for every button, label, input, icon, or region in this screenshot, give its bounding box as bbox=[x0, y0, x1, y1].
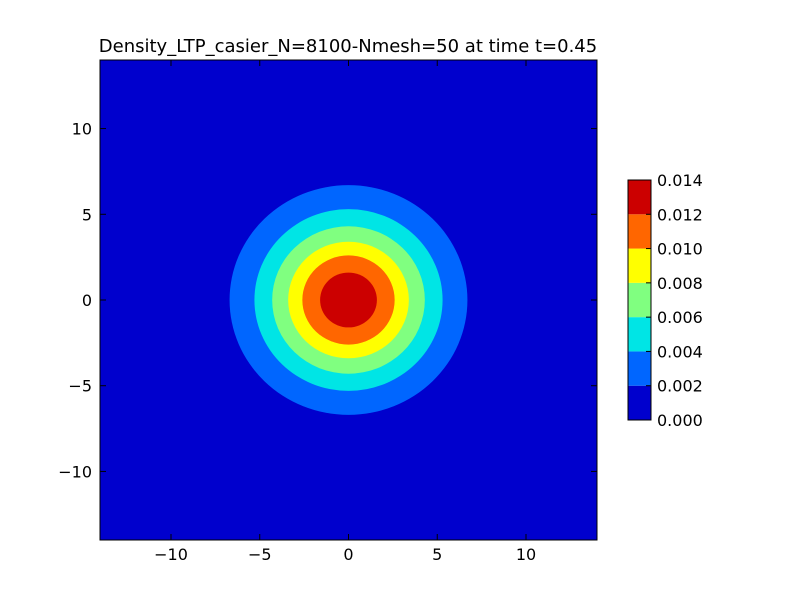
y-tick-label: 0 bbox=[82, 291, 92, 310]
colorbar-segment bbox=[628, 214, 651, 249]
y-tick-label: 10 bbox=[72, 120, 92, 139]
contour-band-6 bbox=[320, 272, 377, 328]
x-tick-label: 10 bbox=[516, 545, 536, 564]
colorbar-segment bbox=[628, 351, 651, 386]
colorbar-segment bbox=[628, 248, 651, 283]
colorbar-segment bbox=[628, 180, 651, 215]
plot-area bbox=[100, 60, 597, 540]
colorbar-tick-label: 0.014 bbox=[657, 171, 703, 190]
chart-title: Density_LTP_casier_N=8100-Nmesh=50 at ti… bbox=[99, 36, 597, 57]
y-axis: 10 5 0 −5 −10 bbox=[58, 120, 597, 481]
colorbar-tick-label: 0.006 bbox=[657, 308, 703, 327]
y-tick-label: 5 bbox=[82, 205, 92, 224]
colorbar-tick-label: 0.000 bbox=[657, 411, 703, 430]
x-tick-label: −10 bbox=[154, 545, 188, 564]
colorbar-tick-label: 0.002 bbox=[657, 377, 703, 396]
x-tick-label: 5 bbox=[432, 545, 442, 564]
colorbar-tick-label: 0.012 bbox=[657, 205, 703, 224]
colorbar-frame bbox=[627, 179, 652, 421]
colorbar-tick-label: 0.010 bbox=[657, 240, 703, 259]
x-tick-label: 0 bbox=[343, 545, 353, 564]
colorbar-segment bbox=[628, 385, 651, 420]
colorbar-tick-label: 0.008 bbox=[657, 274, 703, 293]
y-tick-label: −5 bbox=[68, 377, 92, 396]
colorbar: 0.000 0.002 0.004 0.006 0.008 0.010 0.012 0.014 bbox=[627, 171, 703, 430]
x-axis: −10 −5 0 5 10 bbox=[154, 60, 536, 564]
x-tick-label: −5 bbox=[248, 545, 272, 564]
colorbar-segment bbox=[628, 282, 651, 318]
y-tick-label: −10 bbox=[58, 462, 92, 481]
colorbar-tick-label: 0.004 bbox=[657, 342, 703, 361]
colorbar-segment bbox=[628, 317, 651, 352]
